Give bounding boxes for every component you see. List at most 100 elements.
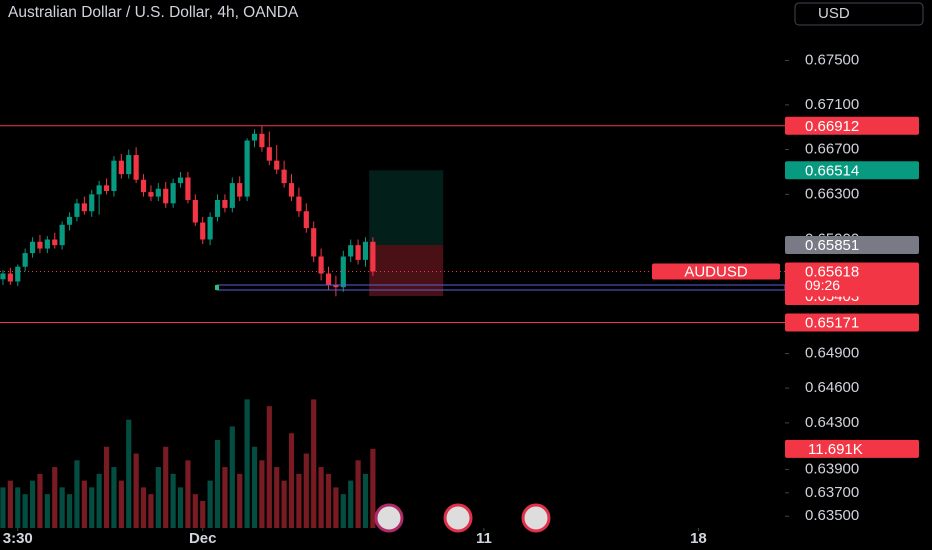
candle-body [170,183,176,204]
candle-body [288,183,295,197]
volume-bar [244,399,250,528]
volume-bar [0,487,6,528]
candle-body [163,188,169,204]
volume-bar [133,453,139,528]
volume-bar [222,467,228,528]
overlay: 0.675000.671000.667000.663000.659000.649… [0,52,919,547]
volume-bar [207,480,213,528]
volume-bar [126,419,132,528]
candle-body [340,256,346,288]
candle-body [237,183,243,197]
volume-bar [370,448,376,528]
candle-body [133,155,139,180]
symbol-label: AUDUSD [684,263,748,280]
volume-bar [52,467,58,528]
candle-body [274,160,280,170]
volume-bar [303,453,309,528]
candle-body [148,192,154,197]
volume-bar [148,494,154,528]
volume-bar [29,480,36,528]
x-tick-label: 18 [690,530,707,547]
candle-body [15,266,21,282]
candle-body [296,196,302,212]
candle-body [303,211,309,229]
level-label: 0.65171 [805,314,859,331]
candle-body [200,222,206,240]
y-tick-label: 0.64900 [805,345,859,362]
volume-bar [44,494,50,528]
y-tick-label: 0.66300 [805,185,859,202]
candle-body [348,245,354,257]
candle-body [333,284,339,288]
level-label-box [785,313,919,332]
candle-body [118,160,124,175]
volume-bar [311,399,317,528]
volume-bar [170,473,176,528]
candle-body [44,239,50,249]
volume-bar [325,473,332,528]
volume-bar [74,460,80,528]
candle-body [177,177,184,184]
volume-bar [237,473,243,528]
target-label-box [785,161,919,180]
y-tick-label: 0.63500 [805,507,859,524]
y-tick-label: 0.64300 [805,414,859,431]
volume-bar [340,494,346,528]
volume-bar [177,487,184,528]
candle-body [355,245,361,260]
candle-body [22,253,28,267]
y-tick-label: 0.67500 [805,52,859,69]
plot-area [0,126,444,528]
currency-button[interactable] [794,2,924,26]
event-flag[interactable] [443,503,473,533]
volume-box [785,439,919,458]
y-tick-label: 0.66700 [805,140,859,157]
volume-bar [355,460,361,528]
candle-body [229,183,235,208]
candle-body [244,140,250,197]
volume-bar [333,487,339,528]
volume-bar [81,480,87,528]
candle-body [66,216,73,225]
volume-bar [251,446,258,528]
volume-bar [15,487,21,528]
candle-body [281,169,287,184]
candle-body [37,241,43,249]
currency-label[interactable]: USD [818,5,850,22]
candle-body [89,194,95,212]
y-tick-label: 0.67100 [805,96,859,113]
candle-body [140,179,147,193]
drawing-anchor [215,285,219,290]
event-flags [374,503,551,533]
volume-bar [66,494,73,528]
volume-bar [259,460,265,528]
volume-bar [229,426,235,528]
volume-bar [96,473,102,528]
level-label: 0.66912 [805,118,859,135]
candle-body [251,133,258,141]
candle-body [111,160,117,191]
volume-bar [274,467,280,528]
candle-body [259,133,265,148]
volume-bar [140,487,147,528]
symbol-box [652,263,780,280]
event-flag[interactable] [374,503,404,533]
candle-body [207,216,213,240]
x-tick-label: Dec [189,530,217,547]
volume-bar [200,500,206,528]
volume-bar [118,480,124,528]
candle-body [29,241,36,254]
candle-body [318,256,324,274]
candle-body [74,203,80,217]
event-flag[interactable] [521,503,551,533]
price-box [785,262,919,297]
y-tick-label: 0.63900 [805,460,859,477]
x-tick-label: 11 [476,530,492,547]
candle-body [325,273,332,285]
volume-bar [281,480,287,528]
y-tick-label: 0.63700 [805,484,859,501]
volume-bar [288,433,295,528]
candle-body [52,239,58,246]
